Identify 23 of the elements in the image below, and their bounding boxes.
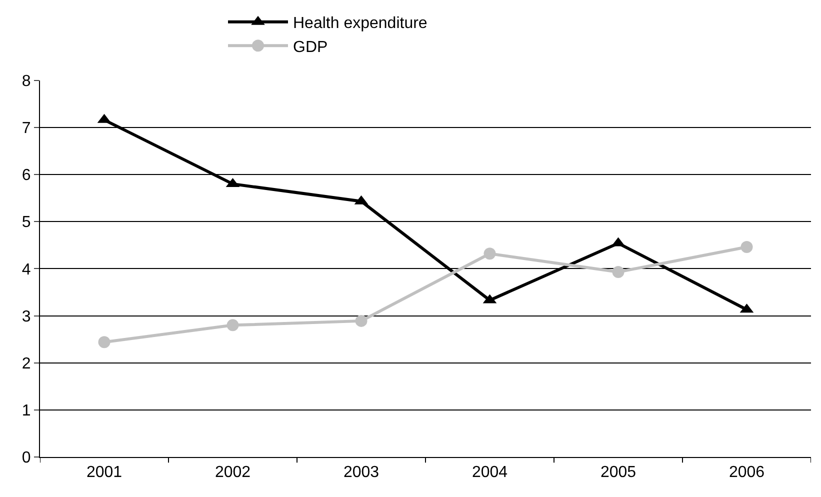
x-tick-label: 2004	[472, 464, 508, 482]
point	[98, 336, 110, 348]
y-tick-label: 3	[22, 308, 31, 326]
y-tick-label: 2	[22, 355, 31, 372]
y-tick-label: 1	[22, 402, 31, 420]
y-tick-label: 8	[22, 72, 31, 90]
x-tick-label: 2003	[343, 464, 380, 482]
point	[484, 248, 496, 260]
legend-label: Health expenditure	[293, 15, 428, 32]
y-tick-label: 6	[22, 167, 31, 184]
x-tick-label: 2001	[86, 464, 122, 482]
legend-label: GDP	[293, 38, 328, 56]
point	[740, 241, 753, 254]
y-tick-label: 4	[22, 261, 31, 278]
y-tick-label: 5	[22, 214, 31, 232]
y-tick-label: 0	[22, 450, 31, 467]
y-tick-label: 7	[22, 120, 31, 138]
x-tick-label: 2005	[600, 464, 636, 482]
point	[612, 266, 624, 278]
point	[355, 314, 368, 327]
x-tick-label: 2002	[214, 464, 251, 482]
point	[226, 319, 239, 332]
x-tick-label: 2006	[728, 464, 765, 482]
